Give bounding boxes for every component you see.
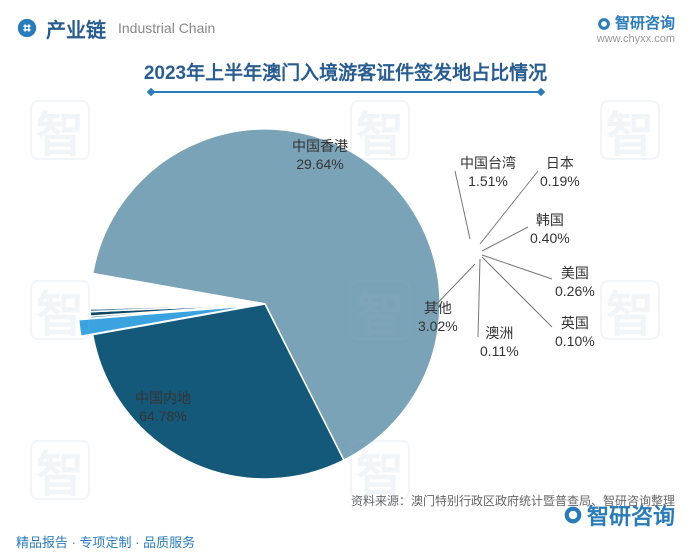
slice-label: 其他3.02% (418, 299, 458, 335)
header-title: 产业链 (46, 14, 106, 43)
brand-name: 智研咨询 (597, 12, 675, 33)
watermark: 智 (600, 100, 660, 160)
pie-chart (50, 109, 480, 499)
slice-label: 美国0.26% (555, 264, 595, 300)
slice-label: 澳洲0.11% (480, 324, 519, 360)
title-underline (151, 91, 541, 93)
slice-label: 韩国0.40% (530, 211, 570, 247)
watermark: 智 (350, 440, 410, 500)
watermark: 智 (600, 280, 660, 340)
chart-container: 产业链 Industrial Chain 智研咨询 www.chyxx.com … (0, 0, 691, 559)
footer: 精品报告 · 专项定制 · 品质服务 (0, 524, 691, 559)
watermark: 智 (30, 280, 90, 340)
watermark: 智 (30, 100, 90, 160)
slice-label: 中国内地64.78% (135, 389, 191, 425)
slice-label: 中国香港29.64% (292, 137, 348, 173)
chart-area: 中国香港29.64% 中国内地64.78% 中国台湾1.51% 日本0.19% 韩国0.… (0, 99, 691, 499)
brand-url: www.chyxx.com (597, 33, 675, 45)
slice-label: 英国0.10% (555, 314, 595, 350)
watermark: 智 (30, 440, 90, 500)
footer-left: 精品报告 · 专项定制 · 品质服务 (16, 532, 195, 551)
header-subtitle: Industrial Chain (118, 20, 215, 36)
header-right: 智研咨询 www.chyxx.com (597, 12, 675, 45)
header-bar: 产业链 Industrial Chain 智研咨询 www.chyxx.com (0, 0, 691, 48)
slice-label: 中国台湾1.51% (460, 154, 516, 190)
header-left: 产业链 Industrial Chain (16, 14, 215, 43)
watermark: 智 (350, 100, 410, 160)
chart-title: 2023年上半年澳门入境游客证件签发地占比情况 (0, 58, 691, 85)
watermark: 智 (350, 280, 410, 340)
chain-icon (16, 17, 38, 39)
slice-label: 日本0.19% (540, 154, 580, 190)
title-region: 2023年上半年澳门入境游客证件签发地占比情况 (0, 48, 691, 99)
